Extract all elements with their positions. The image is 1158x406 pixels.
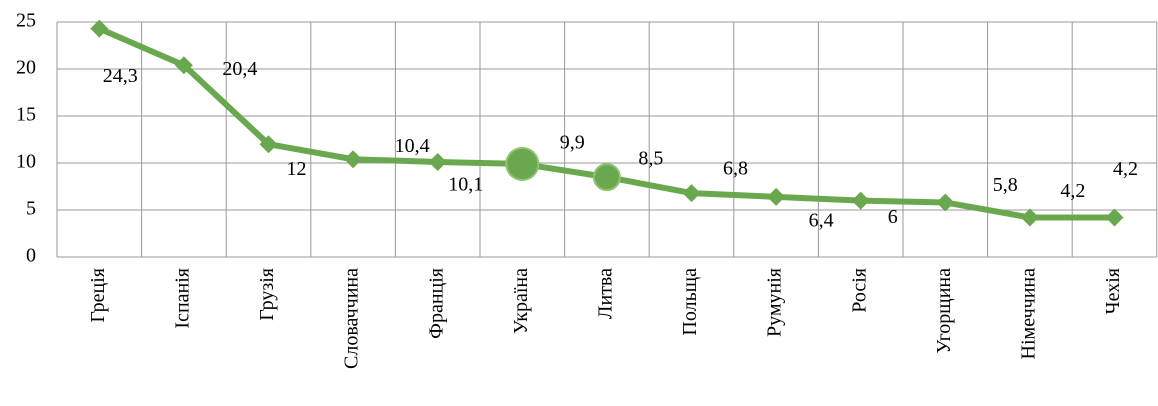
marker — [592, 163, 621, 192]
marker — [767, 187, 786, 206]
marker — [428, 153, 447, 172]
x-tick-label: Росія — [848, 268, 870, 313]
marker — [90, 19, 109, 38]
marker — [505, 146, 540, 181]
x-tick-label: Іспанія — [171, 268, 193, 329]
data-label: 5,8 — [993, 174, 1018, 196]
data-label: 24,3 — [103, 65, 138, 87]
y-tick-label: 25 — [16, 10, 36, 32]
data-label: 6,4 — [809, 209, 834, 231]
data-label: 10,4 — [395, 135, 430, 157]
x-tick-label: Греція — [87, 268, 109, 323]
data-label: 20,4 — [222, 58, 257, 80]
marker — [682, 184, 701, 203]
x-tick-label: Франція — [425, 268, 447, 339]
x-tick-label: Румунія — [764, 268, 786, 337]
y-tick-label: 10 — [16, 151, 36, 173]
marker — [851, 191, 870, 210]
data-label: 6,8 — [723, 158, 748, 180]
y-tick-label: 0 — [26, 245, 36, 267]
data-label: 8,5 — [638, 148, 663, 170]
x-tick-label: Польща — [679, 268, 701, 336]
x-tick-label: Литва — [594, 268, 616, 319]
x-tick-label: Угорщина — [933, 268, 955, 354]
marker — [259, 135, 278, 154]
y-tick-label: 5 — [26, 198, 36, 220]
marker — [1105, 208, 1124, 227]
data-label: 6 — [888, 206, 898, 228]
data-label: 9,9 — [560, 132, 585, 154]
y-tick-label: 20 — [16, 57, 36, 79]
x-tick-label: Грузія — [256, 268, 278, 321]
data-label: 4,2 — [1060, 180, 1085, 202]
y-tick-label: 15 — [16, 104, 36, 126]
data-label: 12 — [287, 158, 307, 180]
x-tick-label: Україна — [510, 268, 532, 334]
data-label: 4,2 — [1113, 158, 1138, 180]
marker — [936, 193, 955, 212]
marker — [174, 56, 193, 75]
x-tick-label: Німеччина — [1017, 268, 1039, 360]
x-tick-label: Словаччина — [341, 268, 363, 369]
data-label: 10,1 — [448, 174, 483, 196]
marker — [1020, 208, 1039, 227]
marker — [344, 150, 363, 169]
x-tick-label: Чехія — [1102, 268, 1124, 314]
